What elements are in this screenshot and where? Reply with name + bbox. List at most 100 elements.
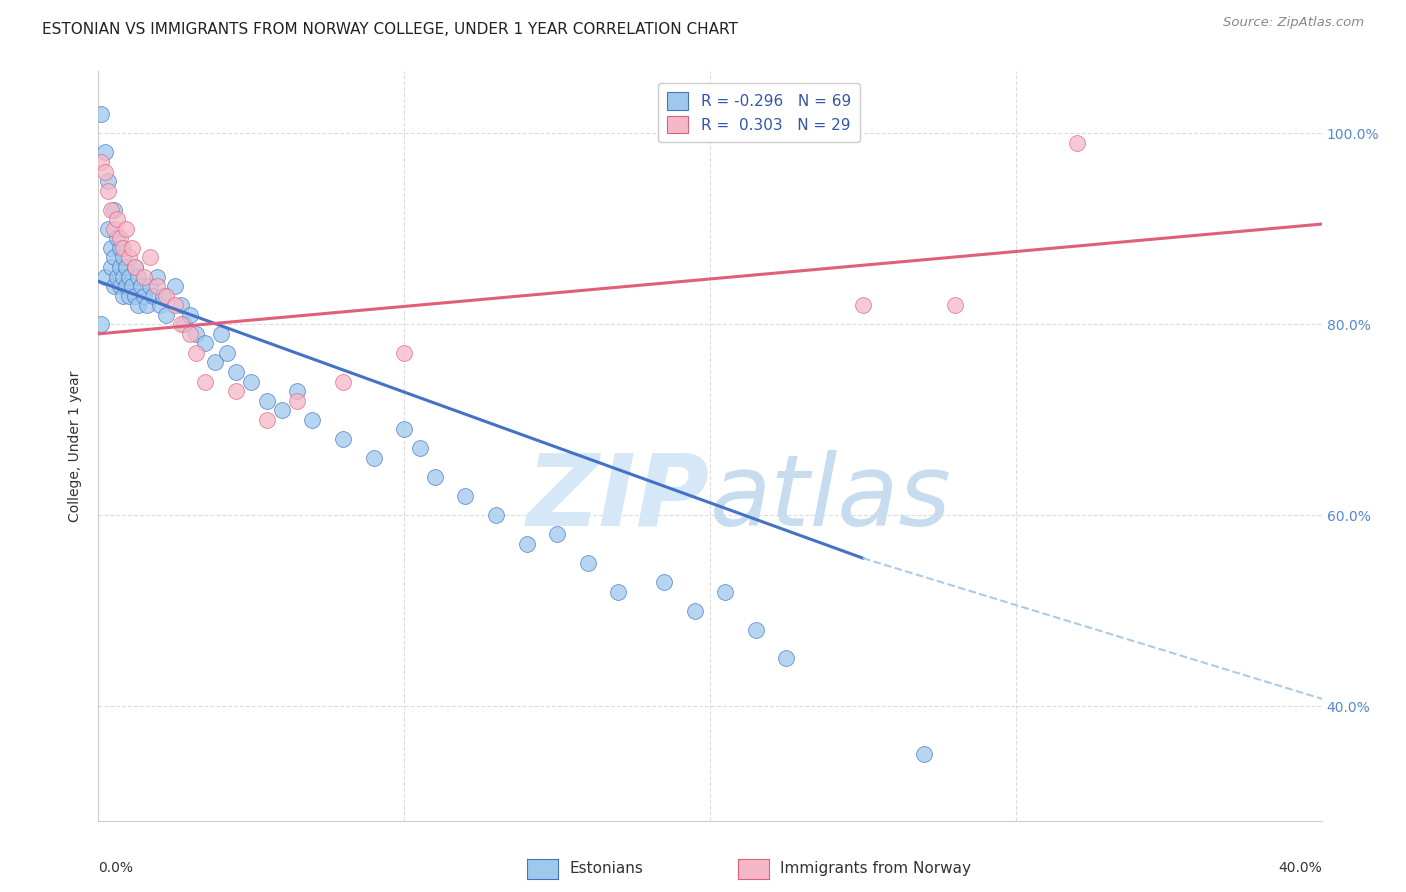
Point — [121, 241, 143, 255]
Point — [392, 422, 416, 436]
Point — [111, 269, 134, 284]
Point — [103, 251, 125, 265]
Point — [108, 241, 131, 255]
Point — [943, 298, 966, 312]
Point — [118, 251, 141, 265]
Text: ESTONIAN VS IMMIGRANTS FROM NORWAY COLLEGE, UNDER 1 YEAR CORRELATION CHART: ESTONIAN VS IMMIGRANTS FROM NORWAY COLLE… — [42, 22, 738, 37]
Point — [124, 288, 146, 302]
Point — [912, 747, 935, 761]
Text: Source: ZipAtlas.com: Source: ZipAtlas.com — [1223, 16, 1364, 29]
Point — [186, 326, 208, 341]
Point — [225, 384, 247, 398]
Point — [1066, 136, 1088, 150]
Text: 40.0%: 40.0% — [1278, 861, 1322, 875]
Point — [118, 269, 141, 284]
Legend: R = -0.296   N = 69, R =  0.303   N = 29: R = -0.296 N = 69, R = 0.303 N = 29 — [658, 83, 860, 143]
Point — [155, 308, 177, 322]
Point — [93, 269, 115, 284]
Point — [105, 269, 128, 284]
Point — [145, 269, 167, 284]
Point — [108, 260, 131, 274]
Point — [270, 403, 292, 417]
Point — [256, 393, 278, 408]
Point — [97, 174, 120, 188]
Point — [423, 470, 446, 484]
Point — [100, 202, 122, 217]
Point — [134, 269, 156, 284]
Point — [115, 222, 138, 236]
Point — [105, 231, 128, 245]
Point — [516, 537, 538, 551]
Point — [194, 336, 217, 351]
Text: atlas: atlas — [710, 450, 952, 547]
Text: ZIP: ZIP — [527, 450, 710, 547]
Point — [105, 212, 128, 227]
Point — [129, 279, 152, 293]
Point — [163, 279, 186, 293]
Point — [111, 288, 134, 302]
Point — [170, 318, 193, 332]
Point — [179, 308, 201, 322]
Point — [745, 623, 768, 637]
Point — [108, 279, 131, 293]
Point — [97, 222, 120, 236]
Point — [152, 288, 174, 302]
Point — [454, 489, 477, 503]
Point — [111, 251, 134, 265]
Point — [204, 355, 226, 369]
Point — [100, 241, 122, 255]
Point — [115, 260, 138, 274]
Point — [93, 164, 115, 178]
Point — [93, 145, 115, 160]
Point — [103, 279, 125, 293]
Point — [103, 222, 125, 236]
Point — [173, 318, 195, 332]
Point — [408, 442, 430, 456]
Point — [256, 413, 278, 427]
Point — [179, 326, 201, 341]
Point — [90, 107, 112, 121]
Point — [108, 231, 131, 245]
Point — [124, 260, 146, 274]
Point — [170, 298, 193, 312]
Point — [852, 298, 875, 312]
Point — [240, 375, 263, 389]
Point — [714, 584, 737, 599]
Point — [215, 346, 238, 360]
Point — [115, 279, 138, 293]
Point — [546, 527, 568, 541]
Point — [194, 375, 217, 389]
Point — [90, 318, 112, 332]
Point — [142, 288, 165, 302]
Point — [90, 155, 112, 169]
Point — [100, 260, 122, 274]
Point — [145, 279, 167, 293]
Point — [775, 651, 797, 665]
Point — [186, 346, 208, 360]
Point — [163, 298, 186, 312]
Point — [332, 432, 354, 446]
Text: Estonians: Estonians — [569, 862, 644, 876]
Point — [124, 260, 146, 274]
Text: 0.0%: 0.0% — [98, 861, 134, 875]
Point — [301, 413, 323, 427]
Point — [118, 288, 141, 302]
Point — [576, 556, 599, 570]
Point — [225, 365, 247, 379]
Point — [285, 393, 308, 408]
Point — [485, 508, 508, 523]
Point — [149, 298, 172, 312]
Point — [136, 298, 159, 312]
Point — [209, 326, 232, 341]
Point — [139, 279, 162, 293]
Point — [155, 288, 177, 302]
Point — [392, 346, 416, 360]
Text: Immigrants from Norway: Immigrants from Norway — [780, 862, 972, 876]
Point — [111, 241, 134, 255]
Point — [121, 279, 143, 293]
Point — [103, 202, 125, 217]
Point — [127, 298, 149, 312]
Point — [127, 269, 149, 284]
Point — [607, 584, 630, 599]
Y-axis label: College, Under 1 year: College, Under 1 year — [69, 370, 83, 522]
